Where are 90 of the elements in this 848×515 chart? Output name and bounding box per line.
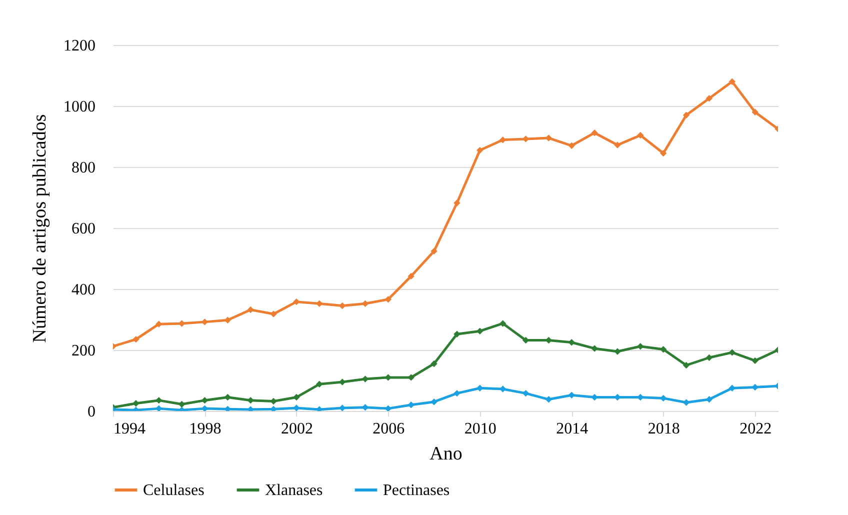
x-tick-label: 2018	[648, 420, 680, 438]
point	[706, 354, 713, 361]
point	[752, 108, 758, 116]
y-tick-label: 0	[88, 404, 96, 420]
point	[614, 142, 621, 148]
point	[132, 400, 140, 407]
point	[293, 298, 300, 306]
x-tick-label: 2006	[372, 420, 405, 438]
point	[728, 384, 736, 392]
y-tick-label: 800	[72, 160, 96, 176]
point	[499, 320, 506, 327]
point	[568, 392, 575, 398]
point	[568, 339, 575, 346]
point	[660, 346, 667, 353]
point	[568, 142, 575, 150]
point	[430, 398, 438, 406]
point	[384, 296, 392, 303]
point	[706, 396, 713, 403]
point	[637, 394, 644, 401]
point	[591, 394, 598, 401]
point	[591, 129, 598, 136]
x-tick-label: 2022	[740, 420, 772, 438]
point	[270, 310, 277, 318]
y-tick-label: 400	[72, 282, 96, 298]
point	[752, 384, 758, 391]
point	[614, 348, 621, 355]
point	[270, 398, 277, 405]
point	[728, 349, 736, 356]
legend-label: Celulases	[143, 482, 204, 499]
point	[430, 248, 438, 255]
point	[201, 318, 208, 326]
point	[591, 345, 598, 352]
legend-label: Xlanases	[265, 482, 323, 499]
point	[362, 404, 369, 411]
point	[637, 342, 644, 350]
y-tick-label: 600	[72, 220, 96, 238]
point	[247, 306, 254, 314]
point	[316, 300, 323, 307]
point	[316, 406, 323, 411]
point	[408, 402, 414, 408]
point	[224, 394, 232, 401]
point	[247, 406, 254, 411]
point	[476, 146, 484, 154]
point	[682, 399, 690, 406]
point	[156, 320, 162, 328]
point	[476, 328, 484, 334]
x-tick-label: 1994	[114, 420, 146, 438]
y-tick-label: 200	[72, 342, 96, 360]
point	[522, 390, 530, 397]
y-tick-label: 1000	[64, 98, 96, 116]
x-tick-label: 1998	[189, 420, 222, 438]
legend-label: Pectinases	[383, 482, 450, 499]
point	[293, 394, 300, 401]
point	[660, 150, 667, 157]
point	[156, 396, 162, 404]
point	[682, 112, 690, 119]
point	[430, 360, 438, 368]
point	[316, 380, 323, 388]
point	[201, 396, 208, 404]
point	[408, 374, 414, 381]
point	[224, 316, 232, 324]
point	[247, 396, 254, 404]
point	[476, 384, 484, 392]
point	[293, 404, 300, 411]
x-tick-label: 2014	[556, 420, 588, 438]
point	[682, 362, 690, 369]
y-axis-title: Número de artigos publicados	[30, 114, 50, 343]
point	[706, 95, 713, 102]
point	[338, 302, 346, 310]
point	[384, 405, 392, 411]
point	[270, 406, 277, 411]
point	[454, 330, 460, 338]
point	[728, 78, 736, 85]
x-tick-label: 2002	[280, 420, 313, 438]
point	[660, 394, 667, 402]
x-tick-label: 2010	[464, 420, 496, 438]
point	[454, 200, 460, 206]
point	[362, 300, 369, 307]
point	[637, 132, 644, 139]
x-axis-title: Ano	[430, 444, 462, 464]
point	[156, 405, 162, 411]
point	[178, 400, 186, 408]
point	[132, 336, 140, 343]
point	[545, 134, 552, 142]
line-series	[113, 382, 778, 411]
point	[545, 396, 552, 403]
point	[408, 272, 414, 280]
point	[454, 390, 460, 397]
point	[752, 357, 758, 364]
y-tick-label: 1200	[64, 38, 96, 54]
